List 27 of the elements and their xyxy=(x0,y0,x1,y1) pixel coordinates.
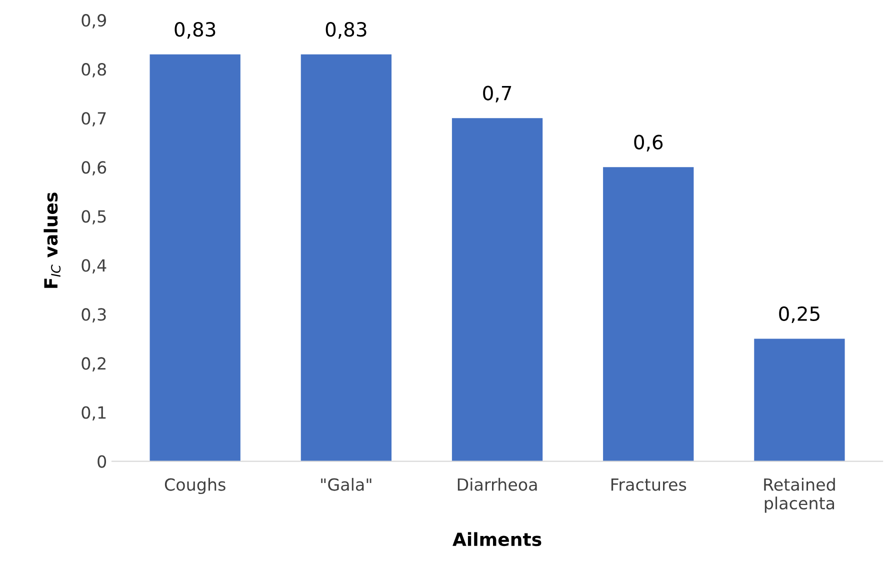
x-tick-label: Fractures xyxy=(611,478,686,491)
y-tick-label: 0 xyxy=(98,455,106,468)
x-tick-label: Diarrheoa xyxy=(458,478,537,491)
y-tick-label: 0,9 xyxy=(82,14,106,28)
data-label: 0,7 xyxy=(483,86,512,102)
bar xyxy=(754,338,845,462)
bar xyxy=(300,54,392,462)
y-tick-label: 0,3 xyxy=(82,308,106,322)
y-tick-label: 0,7 xyxy=(82,112,106,126)
y-tick-label: 0,2 xyxy=(82,357,106,372)
x-tick-label: Retained placenta xyxy=(764,478,835,513)
y-tick-label: 0,6 xyxy=(82,161,106,176)
data-label: 0,83 xyxy=(174,22,216,39)
y-tick-label: 0,5 xyxy=(82,210,106,224)
y-tick-label: 0,4 xyxy=(82,259,106,274)
bar xyxy=(452,118,543,462)
bar xyxy=(150,54,240,462)
x-axis-title: Ailments xyxy=(452,532,542,546)
y-tick-label: 0,1 xyxy=(82,406,106,421)
x-tick-label: Coughs xyxy=(164,478,226,494)
bar xyxy=(603,167,694,462)
data-label: 0,6 xyxy=(634,134,663,152)
y-tick-label: 0,8 xyxy=(82,63,106,78)
x-tick-label: "Gala" xyxy=(321,478,372,491)
y-axis-title: F$_{IC}$ values xyxy=(44,192,61,288)
data-label: 0,83 xyxy=(326,22,366,39)
data-label: 0,25 xyxy=(779,306,820,324)
